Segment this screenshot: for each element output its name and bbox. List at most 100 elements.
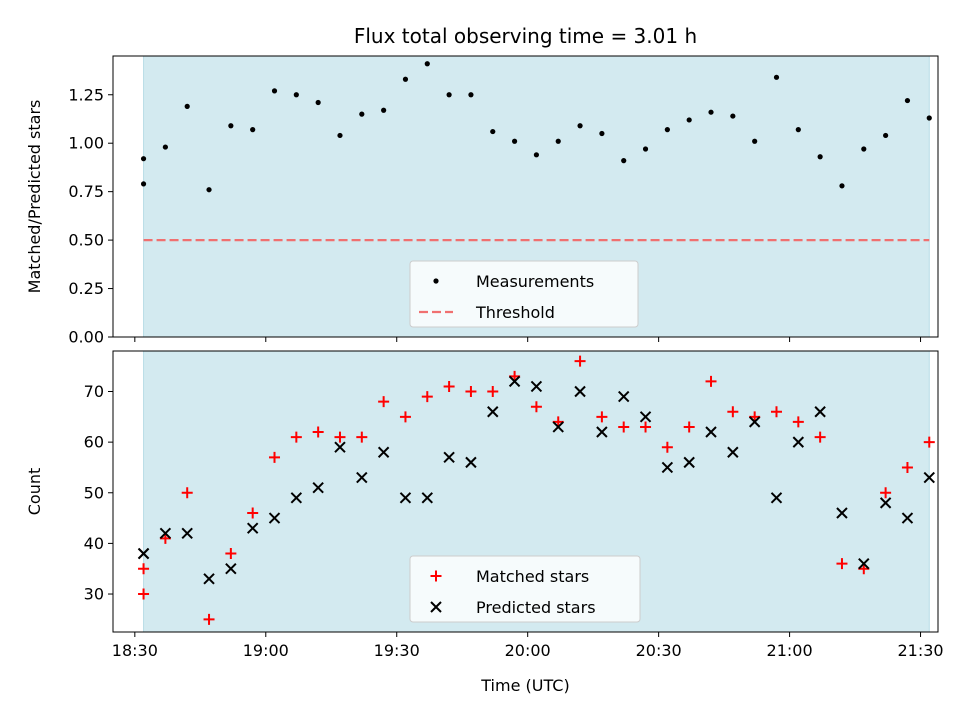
data-point <box>883 132 889 139</box>
data-point <box>901 512 914 524</box>
x-tick-label: 19:00 <box>243 641 289 660</box>
y-tick-label: 70 <box>84 382 104 401</box>
data-point <box>770 406 782 418</box>
data-point <box>596 426 608 438</box>
series-matched-stars <box>138 355 935 625</box>
data-point <box>926 115 932 121</box>
data-point <box>508 375 521 388</box>
data-point <box>795 127 801 133</box>
data-point <box>817 154 823 160</box>
data-point <box>792 436 805 448</box>
data-point <box>225 548 237 560</box>
data-point <box>618 390 630 403</box>
axes-frame <box>112 55 939 338</box>
data-point <box>356 431 368 443</box>
data-point <box>137 547 150 560</box>
data-point <box>533 152 540 158</box>
data-point <box>446 92 452 98</box>
legend-symbol <box>430 601 442 613</box>
data-point <box>727 406 739 418</box>
data-point <box>337 132 343 139</box>
data-point <box>159 527 172 539</box>
y-tick-label: 1.25 <box>68 85 104 104</box>
data-point <box>181 527 193 539</box>
data-point <box>181 487 193 499</box>
data-point <box>206 187 212 193</box>
data-point <box>861 146 867 152</box>
data-point <box>312 426 324 438</box>
data-point <box>250 127 256 133</box>
data-point <box>642 146 649 152</box>
data-point <box>904 97 911 104</box>
data-point <box>312 481 324 494</box>
data-point <box>814 406 826 418</box>
data-point <box>596 411 608 423</box>
data-point <box>792 416 804 428</box>
data-point <box>836 507 848 519</box>
y-axis-label: Count <box>25 468 44 516</box>
data-point <box>443 451 455 464</box>
legend-entry: Matched stars <box>476 567 589 586</box>
data-point <box>683 421 695 433</box>
axes-frame <box>112 350 939 633</box>
data-point <box>228 123 234 129</box>
data-point <box>334 431 346 443</box>
legend-symbol <box>433 278 439 284</box>
data-point <box>402 76 409 82</box>
data-point <box>377 446 390 458</box>
data-point <box>770 492 783 504</box>
data-point <box>574 385 586 398</box>
data-point <box>640 421 652 433</box>
data-point <box>661 461 674 474</box>
data-point <box>293 92 299 98</box>
data-point <box>356 471 368 484</box>
data-point <box>530 401 542 413</box>
data-point <box>465 456 477 469</box>
chart-title: Flux total observing time = 3.01 h <box>354 24 697 48</box>
data-point <box>923 471 935 484</box>
y-tick-label: 0.00 <box>68 328 104 347</box>
data-point <box>140 181 147 187</box>
data-point <box>705 426 717 438</box>
series-measurements <box>140 61 932 193</box>
data-point <box>290 431 302 443</box>
legend-symbol <box>430 570 442 582</box>
data-point <box>421 391 433 403</box>
data-point <box>686 117 692 123</box>
data-point <box>315 99 321 106</box>
series-predicted-stars <box>137 375 935 585</box>
data-point <box>727 446 739 458</box>
legend-entry: Predicted stars <box>476 598 596 617</box>
y-tick-label: 0.25 <box>68 279 104 298</box>
data-point <box>138 588 150 600</box>
top-panel: 0.00 0.25 0.50 0.75 1.00 1.25 Flux total obser… <box>25 24 939 347</box>
data-point <box>247 507 259 519</box>
data-point <box>748 416 761 428</box>
x-tick-label: 18:30 <box>112 641 158 660</box>
data-point <box>268 512 281 524</box>
x-tick-label: 20:00 <box>505 641 551 660</box>
data-point <box>184 103 190 109</box>
data-point <box>399 411 411 423</box>
y-tick-label: 1.00 <box>68 134 104 153</box>
data-point <box>555 138 561 144</box>
data-point <box>269 451 281 463</box>
data-point <box>511 138 518 144</box>
data-point <box>880 487 892 499</box>
data-point <box>552 421 564 433</box>
data-point <box>901 461 913 473</box>
data-point <box>443 380 455 392</box>
y-tick-label: 50 <box>84 483 104 502</box>
data-point <box>577 123 583 129</box>
bottom-panel: 30 40 50 60 70 18:30 19:00 19:30 20:00 20:30 21:00… <box>25 350 944 695</box>
data-point <box>664 127 670 133</box>
y-tick-label: 0.75 <box>68 182 104 201</box>
data-point <box>839 183 845 189</box>
y-tick-label: 0.50 <box>68 231 104 250</box>
data-point <box>225 563 237 575</box>
data-point <box>599 130 605 137</box>
data-point <box>858 557 870 570</box>
legend: Measurements Threshold <box>409 260 639 328</box>
data-point <box>621 158 627 164</box>
